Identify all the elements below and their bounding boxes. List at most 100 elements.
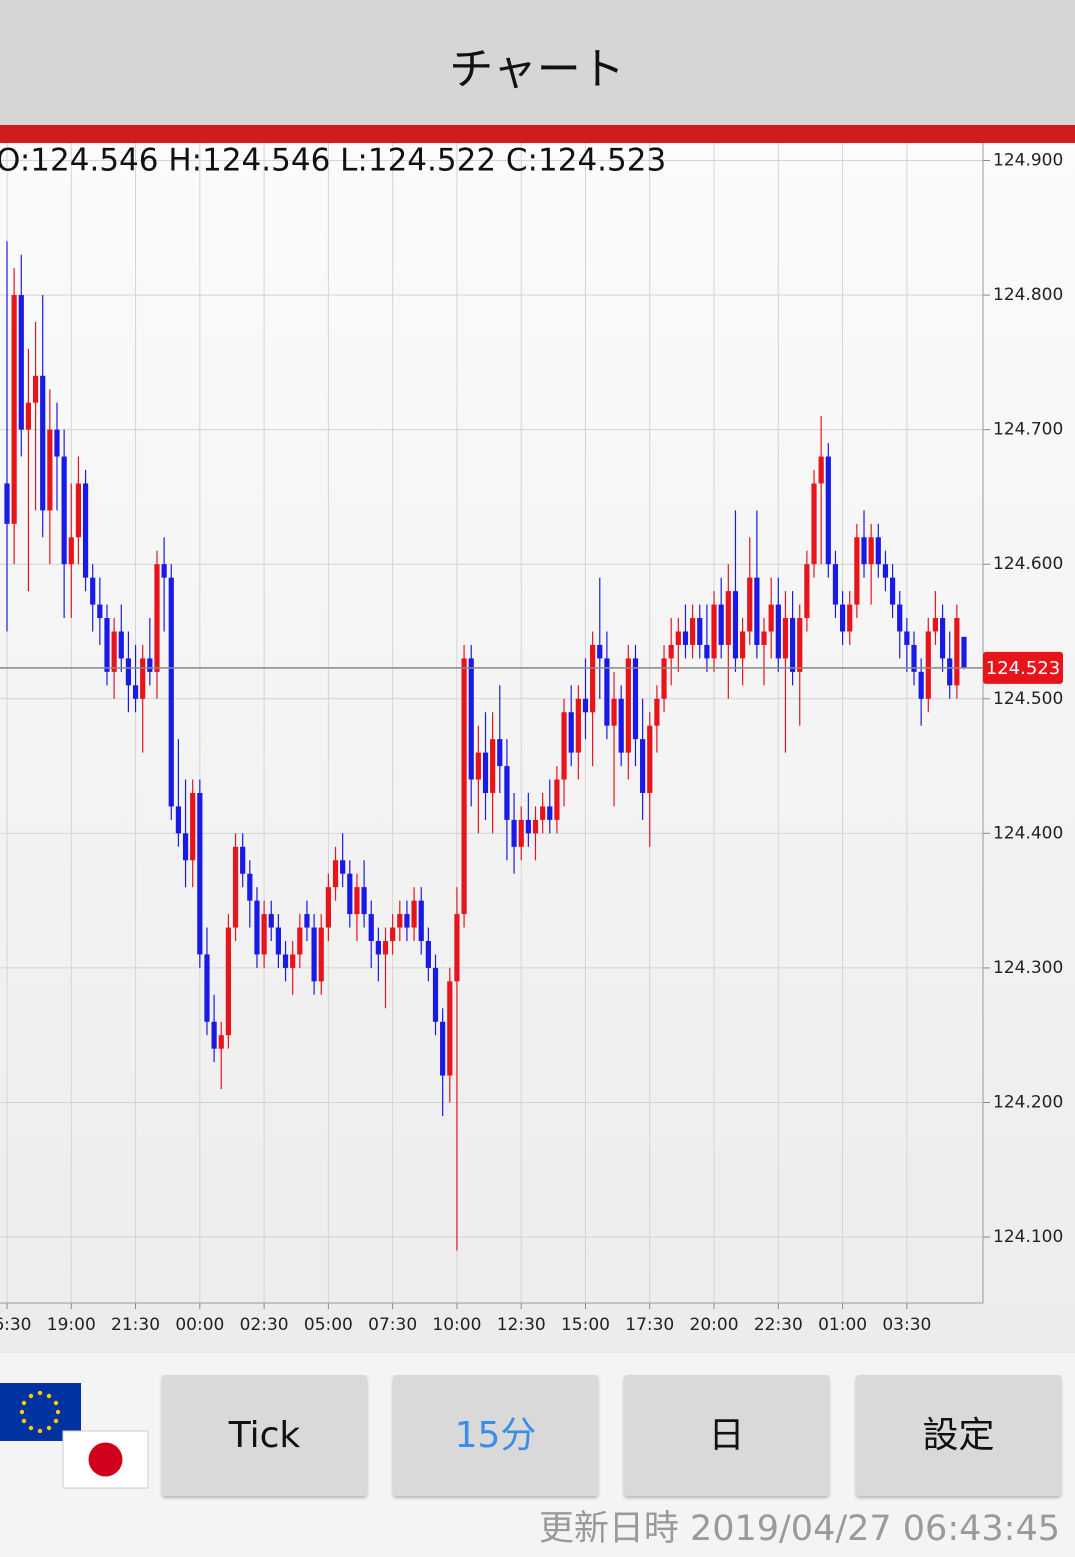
candle-body (797, 618, 803, 672)
candle-body (247, 873, 253, 901)
candle-body (147, 658, 153, 672)
candle-body (775, 604, 781, 659)
candle-body (690, 618, 696, 645)
candle-body (597, 644, 603, 659)
x-tick-label: 05:00 (304, 1315, 353, 1335)
candle-body (518, 819, 524, 847)
tab-button-face[interactable] (624, 1375, 829, 1496)
candle-body (304, 914, 310, 928)
candle-body (504, 766, 510, 820)
candle-body (825, 456, 831, 565)
candle-body (40, 375, 46, 511)
candle-body (640, 739, 646, 793)
candle-body (475, 752, 481, 780)
candle-body (818, 456, 824, 484)
candle-body (740, 631, 746, 659)
candle-body (811, 483, 817, 565)
candle-body (654, 698, 660, 726)
tab-button-face[interactable] (856, 1375, 1061, 1496)
candle-body (925, 631, 931, 699)
y-tick-label: 124.400 (993, 823, 1063, 843)
ohlc-readout: O:124.546 H:124.546 L:124.522 C:124.523 (0, 143, 666, 179)
tab-button-label[interactable]: 設定 (922, 1415, 994, 1456)
candle-body (290, 954, 296, 968)
candle-body (568, 712, 574, 753)
candle-body (611, 698, 617, 726)
candle-body (497, 739, 503, 767)
tab-button[interactable]: 設定 (856, 1375, 1061, 1496)
candle-body (161, 564, 167, 578)
candle-body (540, 806, 546, 820)
candle-body (111, 631, 117, 672)
candle-body (275, 927, 281, 955)
tab-button-label[interactable]: Tick (228, 1415, 301, 1456)
candle-body (61, 456, 67, 565)
candle-body (411, 900, 417, 928)
candle-body (868, 537, 874, 565)
chart-background (0, 143, 1075, 1353)
candle-body (197, 792, 203, 955)
candle-body (68, 537, 74, 565)
candle-body (4, 483, 10, 524)
header-bar (0, 0, 1075, 125)
candle-body (511, 819, 517, 847)
candle-body (118, 631, 124, 659)
candle-body (75, 483, 82, 538)
candle-body (340, 860, 346, 874)
candle-body (447, 981, 453, 1076)
candle-body (854, 537, 860, 605)
candle-body (882, 564, 889, 578)
candle-body (382, 941, 389, 955)
x-tick-label: 17:30 (625, 1315, 674, 1335)
candle-body (947, 658, 953, 686)
candle-body (425, 941, 431, 968)
candle-body (704, 644, 710, 659)
tab-button-label[interactable]: 15分 (455, 1415, 537, 1456)
y-tick-label: 124.700 (993, 420, 1063, 440)
candle-body (11, 295, 17, 524)
candle-body (232, 846, 239, 928)
candle-body (904, 631, 910, 645)
candle-body (154, 564, 160, 672)
y-tick-label: 124.600 (993, 554, 1063, 574)
candle-body (25, 402, 32, 430)
tab-button-face[interactable] (162, 1375, 367, 1496)
candle-body (918, 671, 924, 699)
candle-body (490, 739, 496, 793)
eu-stars (19, 1390, 61, 1434)
candle-body (768, 604, 774, 632)
candle-body (647, 725, 653, 793)
candle-body (482, 752, 489, 793)
candle-body (461, 658, 467, 915)
candle-body (725, 591, 731, 645)
tab-button-label[interactable]: 日 (708, 1415, 744, 1456)
candle-body (875, 537, 881, 565)
y-tick-label: 124.800 (993, 285, 1063, 305)
candle-body (575, 698, 581, 753)
candle-body (140, 658, 146, 699)
candle-body (861, 537, 867, 565)
y-tick-label: 124.900 (993, 150, 1063, 170)
candle-body (711, 604, 717, 659)
candle-body (897, 604, 903, 632)
candle-body (661, 658, 667, 699)
candle-body (468, 658, 474, 780)
candle-body (532, 819, 539, 834)
y-tick-label: 124.100 (993, 1227, 1063, 1247)
candle-body (125, 658, 132, 686)
tab-button[interactable]: Tick (162, 1375, 367, 1496)
candle-body (104, 618, 110, 672)
candle-body (618, 698, 624, 753)
tab-button-face[interactable] (393, 1375, 598, 1496)
tab-button[interactable]: 15分 (393, 1375, 598, 1496)
x-tick-label: 07:30 (368, 1315, 417, 1335)
candle-body (240, 846, 246, 874)
candle-body (390, 927, 396, 942)
candle-body (182, 833, 189, 861)
candle-body (47, 429, 53, 511)
candle-body (682, 631, 689, 645)
tab-button[interactable]: 日 (624, 1375, 829, 1496)
candle-body (397, 914, 403, 928)
last-price-badge (983, 651, 1063, 684)
candle-body (368, 914, 374, 942)
